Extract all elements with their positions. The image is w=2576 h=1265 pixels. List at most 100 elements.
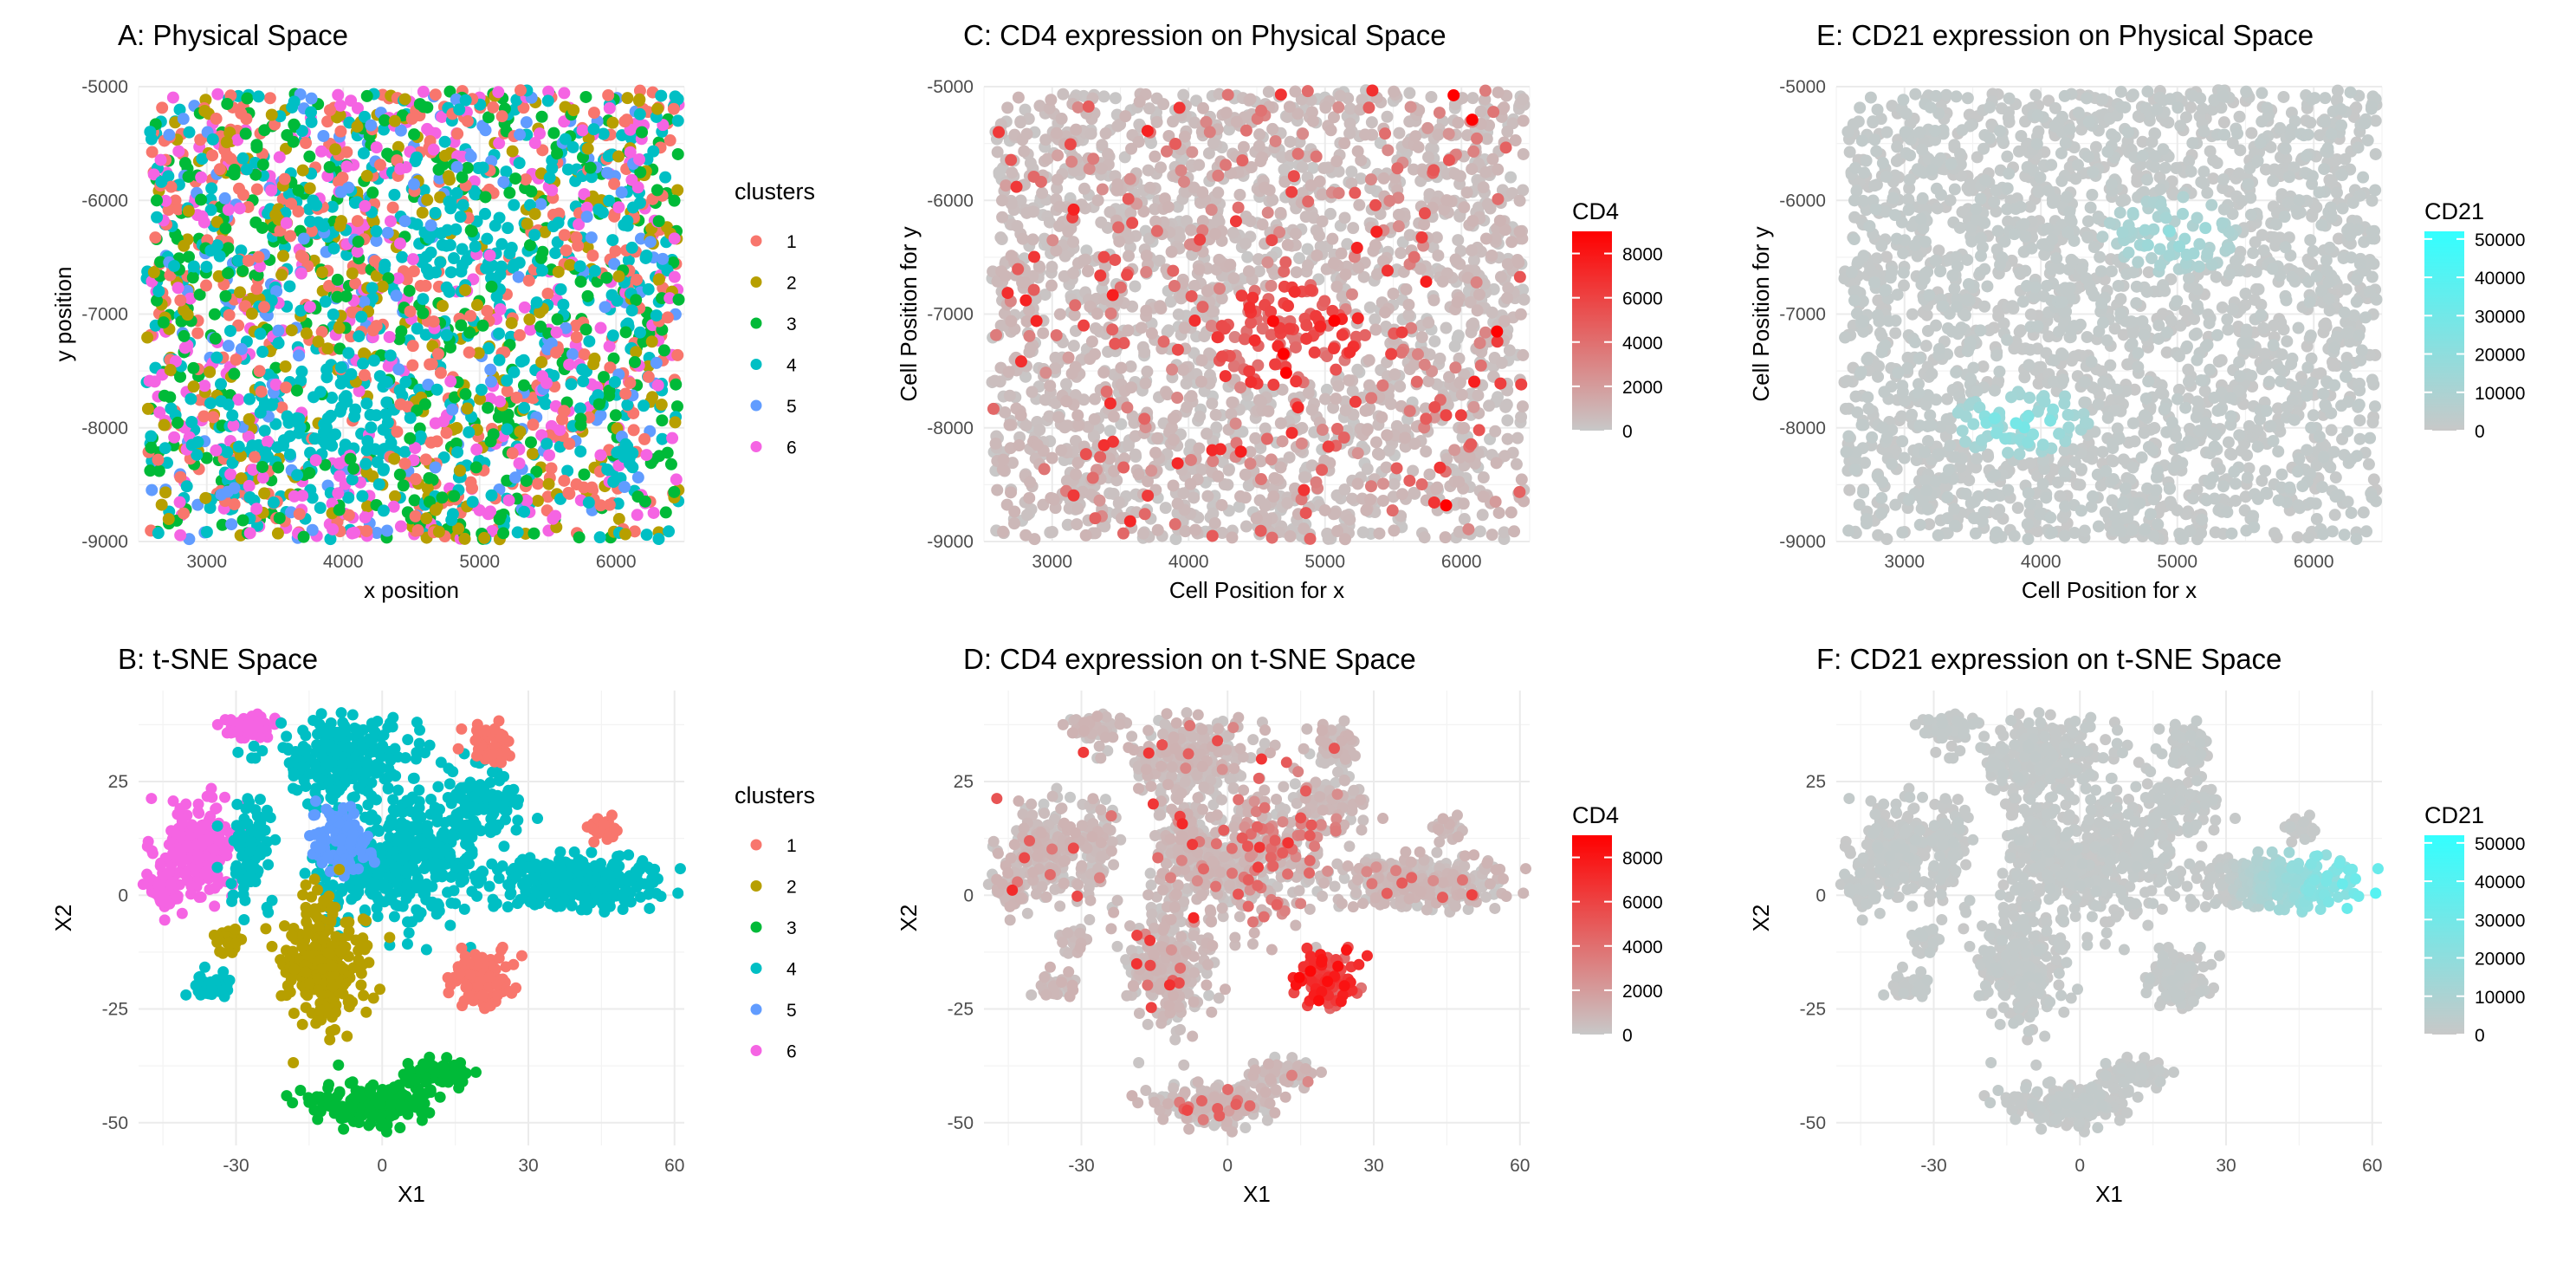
data-point <box>1012 91 1025 104</box>
data-point <box>627 424 640 437</box>
data-point <box>659 506 672 519</box>
data-point <box>388 452 401 465</box>
data-point <box>573 531 586 544</box>
data-point <box>1226 531 1239 544</box>
data-point <box>1448 444 1461 457</box>
data-point <box>451 445 464 458</box>
data-point <box>168 431 181 444</box>
data-point <box>1070 123 1083 136</box>
data-point <box>156 101 169 114</box>
data-point <box>340 289 353 302</box>
data-point <box>249 168 262 181</box>
data-point <box>427 143 440 156</box>
data-point <box>445 514 458 527</box>
data-point <box>668 485 681 498</box>
data-point <box>1008 517 1021 530</box>
data-point <box>668 270 681 283</box>
data-point <box>228 367 241 380</box>
data-point <box>1027 250 1040 263</box>
data-point <box>164 363 177 376</box>
data-point <box>258 124 271 137</box>
data-point <box>1143 181 1156 194</box>
data-point <box>1369 313 1382 326</box>
data-point <box>650 356 663 369</box>
data-point <box>1057 88 1070 101</box>
data-point <box>434 256 447 269</box>
data-point <box>1224 258 1237 271</box>
data-point <box>1266 122 1279 135</box>
legend-key-1 <box>750 235 762 247</box>
data-point <box>1291 401 1304 414</box>
data-point <box>558 474 571 487</box>
data-point <box>631 471 644 484</box>
data-point <box>1030 315 1043 328</box>
data-point <box>454 464 467 477</box>
data-point <box>1479 84 1492 97</box>
data-point <box>1277 347 1290 360</box>
data-point <box>384 349 397 362</box>
data-point <box>265 399 278 412</box>
data-point <box>1290 227 1303 240</box>
data-point <box>602 88 615 101</box>
data-point <box>1440 409 1453 422</box>
data-point <box>451 127 464 140</box>
data-point <box>1390 462 1403 475</box>
data-point <box>644 236 657 249</box>
data-point <box>1370 268 1383 281</box>
data-point <box>584 161 597 174</box>
data-point <box>191 436 204 449</box>
data-point <box>371 456 384 469</box>
data-point <box>1008 505 1021 518</box>
data-point <box>1239 491 1252 504</box>
data-point <box>305 92 318 105</box>
data-point <box>1168 280 1181 293</box>
data-point <box>502 222 515 235</box>
data-point <box>576 124 589 137</box>
data-point <box>332 88 345 101</box>
data-point <box>671 114 684 127</box>
data-point <box>210 351 223 364</box>
data-point <box>250 183 263 196</box>
data-point <box>1212 186 1225 199</box>
data-point <box>275 269 288 282</box>
data-point <box>1381 264 1394 277</box>
data-point <box>1082 264 1095 277</box>
data-point <box>1455 388 1468 401</box>
data-point <box>2217 116 2230 129</box>
data-point <box>1239 237 1252 250</box>
data-point <box>624 376 637 389</box>
data-point <box>459 387 472 400</box>
data-point <box>187 260 200 273</box>
data-point <box>272 461 285 474</box>
data-point <box>1193 442 1206 455</box>
data-point <box>1253 128 1266 141</box>
data-point <box>1094 451 1107 464</box>
data-point <box>1487 106 1500 119</box>
data-point <box>417 85 430 98</box>
data-point <box>1150 115 1163 128</box>
panel-C: 3000 4000 5000 6000-9000-8000-7000-6000-500… <box>896 19 1663 603</box>
data-point <box>476 319 489 332</box>
data-point <box>647 506 660 519</box>
data-point <box>333 321 346 334</box>
data-point <box>1449 361 1462 374</box>
data-point <box>1411 347 1424 360</box>
data-point <box>1427 294 1440 307</box>
data-point <box>1393 126 1406 139</box>
data-point <box>1352 261 1365 274</box>
x-tick-label: 4000 <box>323 552 364 572</box>
data-point <box>1177 88 1190 101</box>
data-point <box>423 471 436 484</box>
data-point <box>273 511 286 524</box>
data-point <box>1221 88 1234 101</box>
data-point <box>534 251 547 264</box>
data-point <box>219 222 232 235</box>
data-point <box>1175 164 1188 177</box>
data-point <box>463 346 476 359</box>
data-point <box>223 308 236 321</box>
data-point <box>1517 93 1530 106</box>
data-point <box>549 247 562 260</box>
data-point <box>1088 412 1101 425</box>
data-point <box>1096 183 1109 196</box>
data-point <box>2367 473 2380 486</box>
